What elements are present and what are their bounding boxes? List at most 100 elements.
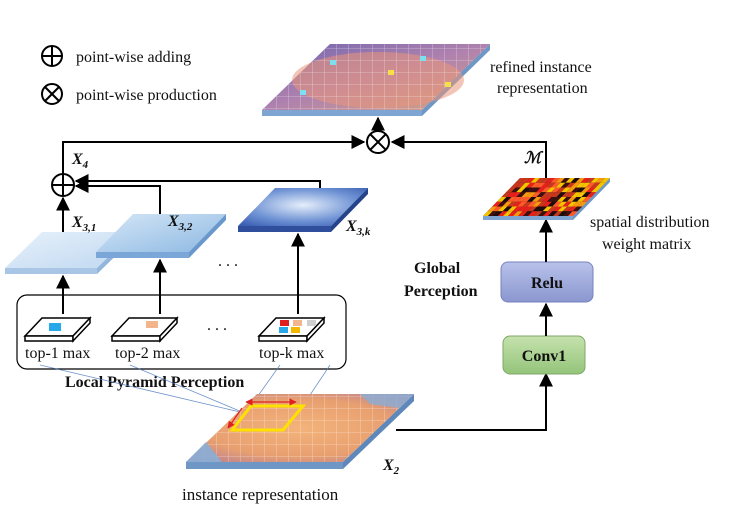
weight-matrix-cell <box>511 187 521 193</box>
weight-matrix-cell <box>517 201 527 207</box>
weight-matrix-cell <box>497 206 508 212</box>
weight-matrix-cell <box>575 178 585 183</box>
weight-matrix-cell <box>562 206 573 212</box>
weight-matrix-cell <box>556 192 567 197</box>
top2-label: top-2 max <box>115 345 180 362</box>
dots-tiles: . . . <box>207 317 227 334</box>
arrow-x32-to-add <box>74 179 161 214</box>
legend-product-label: point-wise production <box>76 87 217 104</box>
weight-matrix-cell <box>541 197 552 202</box>
weight-matrix-cell <box>532 206 543 212</box>
arrow-m-to-product <box>390 135 547 178</box>
relu-label: Relu <box>531 275 563 292</box>
weight-matrix-cell <box>600 178 610 183</box>
weight-matrix-cell <box>553 211 563 216</box>
refined-label-line1: refined instance <box>490 59 592 76</box>
weight-matrix-cell <box>581 187 591 193</box>
weight-matrix-cell <box>571 187 581 193</box>
weight-matrix-cell <box>516 197 527 202</box>
weight-matrix-cell <box>527 206 538 212</box>
weight-matrix-cell <box>506 187 516 193</box>
weight-matrix-cell <box>531 192 542 197</box>
arrow-x2-to-conv1 <box>396 372 553 431</box>
weight-matrix-cell <box>522 206 533 212</box>
weight-matrix-cell <box>556 187 566 193</box>
top1-label: top-1 max <box>25 345 90 362</box>
global-perception-line2: Perception <box>404 283 478 300</box>
add-operator <box>51 173 75 197</box>
weight-matrix-cell <box>552 206 563 212</box>
arrow-x4-to-product <box>62 135 366 174</box>
weight-matrix-cell <box>516 192 527 197</box>
weight-matrix-cell <box>557 201 567 207</box>
top2-tile <box>110 316 179 343</box>
weight-matrix-cell <box>502 201 512 207</box>
weight-matrix-cell <box>567 201 577 207</box>
legend-add-label: point-wise adding <box>76 49 191 66</box>
weight-matrix-cell <box>546 192 557 197</box>
weight-matrix-cell <box>577 201 587 207</box>
weight-matrix-cell <box>586 187 596 193</box>
instance-label: instance representation <box>182 485 339 504</box>
weight-matrix-cell <box>543 211 553 216</box>
weight-matrix-cell <box>551 192 562 197</box>
weight-matrix-cell <box>526 187 536 193</box>
weight-matrix-cell <box>493 211 503 216</box>
weight-matrix-cell <box>535 178 545 183</box>
weight-matrix-cell <box>590 178 600 183</box>
x3k-feature-map <box>238 188 368 232</box>
weight-matrix-cell <box>565 178 575 183</box>
weight-matrix-cell <box>547 206 558 212</box>
weight-matrix-cell <box>581 197 592 202</box>
weight-matrix-cell <box>496 197 507 202</box>
weight-matrix-cell <box>530 178 540 183</box>
topk-label: top-k max <box>259 345 324 362</box>
weight-matrix-cell <box>501 192 512 197</box>
weight-matrix-cell <box>595 178 605 183</box>
spatial-label-line1: spatial distribution <box>590 214 710 231</box>
weight-matrix-cell <box>591 187 601 193</box>
weight-matrix-cell <box>565 182 576 188</box>
weight-matrix-cell <box>570 182 581 188</box>
weight-matrix-cell <box>488 211 498 216</box>
weight-matrix-cell <box>558 211 568 216</box>
global-perception-line1: Global <box>414 260 461 277</box>
weight-matrix-cell <box>521 192 532 197</box>
weight-matrix-cell <box>510 182 521 188</box>
weight-matrix-cell <box>571 192 582 197</box>
weight-matrix-cell <box>585 182 596 188</box>
weight-matrix-cell <box>508 211 518 216</box>
weight-matrix-cell <box>566 192 577 197</box>
weight-matrix-cell <box>568 211 578 216</box>
weight-matrix-cell <box>507 206 518 212</box>
weight-matrix-cell <box>546 187 556 193</box>
weight-matrix-cell <box>531 197 542 202</box>
weight-matrix-cell <box>487 206 498 212</box>
weight-matrix-cell <box>561 187 571 193</box>
weight-matrix-cell <box>570 178 580 183</box>
weight-matrix-cell <box>531 187 541 193</box>
weight-matrix-cell <box>595 182 606 188</box>
weight-matrix-cell <box>550 182 561 188</box>
weight-matrix-cell <box>501 197 512 202</box>
weight-matrix-cell <box>572 206 583 212</box>
weight-matrix-cell <box>576 187 586 193</box>
weight-matrix-cell <box>540 182 551 188</box>
weight-matrix-cell <box>551 187 561 193</box>
weight-matrix-cell <box>528 211 538 216</box>
weight-matrix-cell <box>581 192 592 197</box>
x31-label: X3,1 <box>71 214 96 234</box>
weight-matrix-cell <box>590 182 601 188</box>
m-label: ℳ <box>524 150 544 167</box>
weight-matrix-cell <box>517 206 528 212</box>
weight-matrix-cell <box>542 206 553 212</box>
weight-matrix-cell <box>546 197 557 202</box>
weight-matrix-cell <box>518 211 528 216</box>
conv1-label: Conv1 <box>522 348 566 365</box>
weight-matrix-cell <box>545 178 555 183</box>
weight-matrix-cell <box>521 187 531 193</box>
x3k-label: X3,k <box>345 218 371 238</box>
weight-matrix-cell <box>525 182 536 188</box>
weight-matrix-cell <box>552 201 562 207</box>
weight-matrix-cell <box>551 197 562 202</box>
